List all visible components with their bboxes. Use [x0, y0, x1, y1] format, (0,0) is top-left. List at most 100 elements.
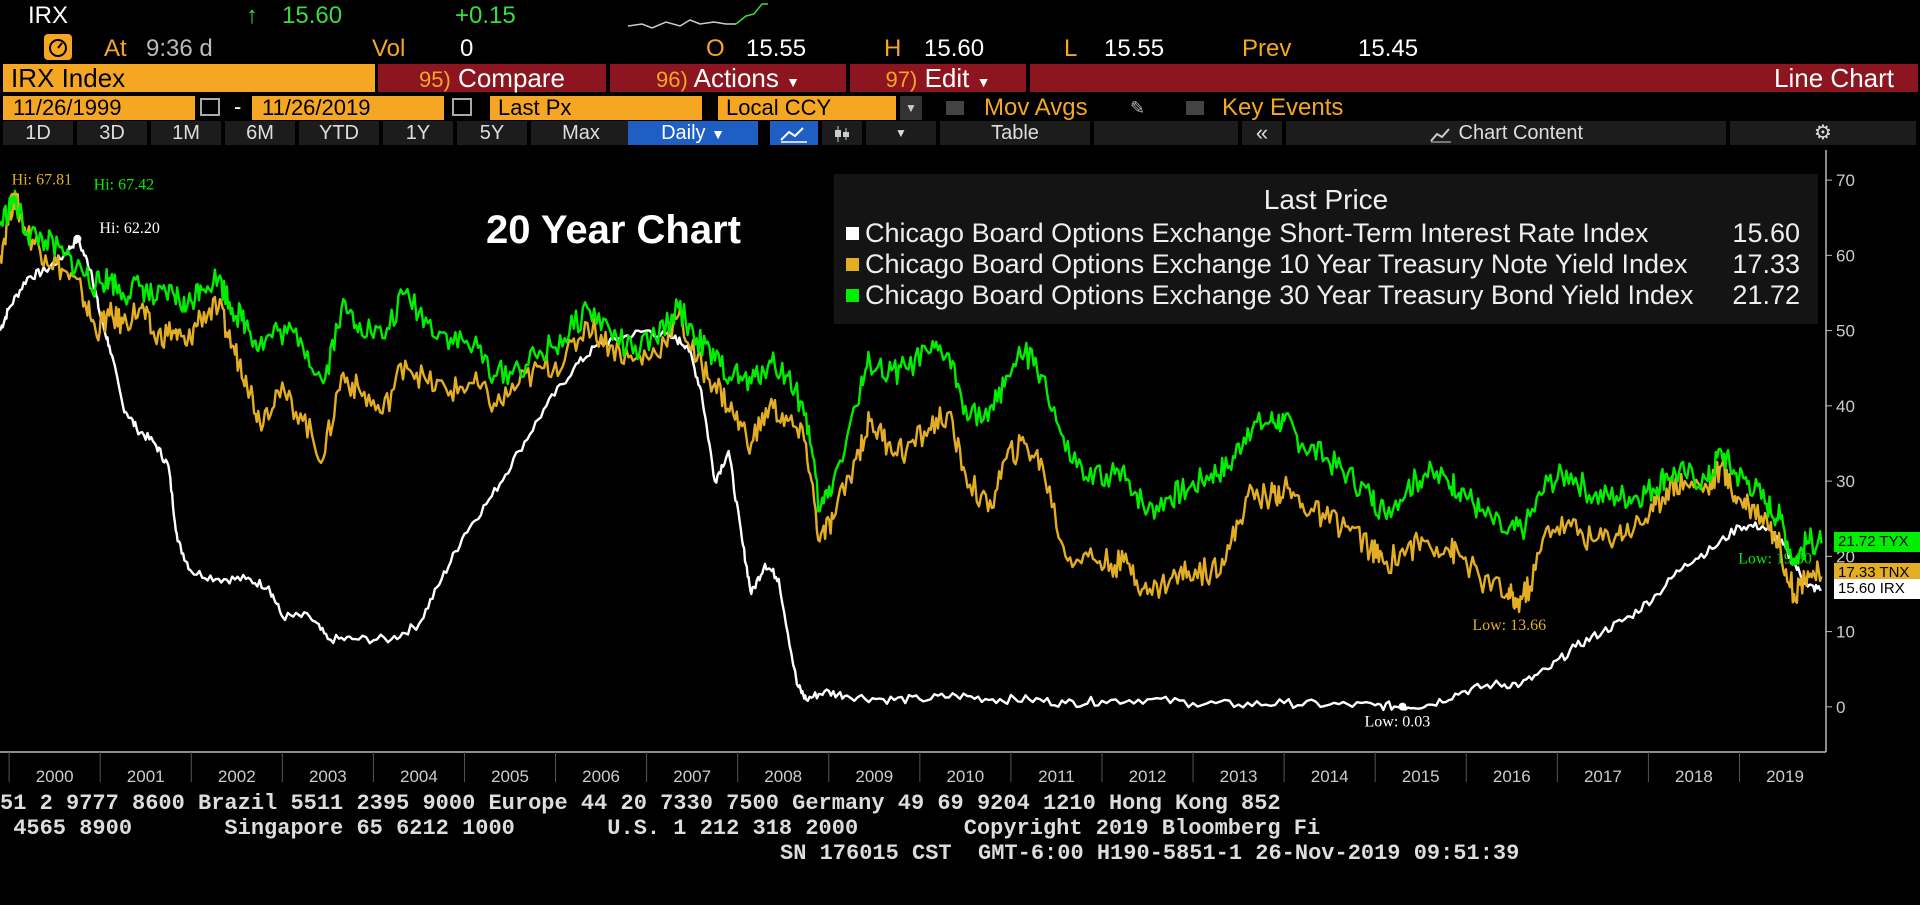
end-date-field[interactable]: 11/26/2019	[252, 96, 444, 120]
currency-selector[interactable]: Local CCY	[718, 96, 896, 120]
legend-swatch-tnx	[846, 258, 859, 271]
x-tick-label: 2019	[1766, 767, 1804, 786]
legend-value-tnx: 17.33	[1732, 249, 1800, 279]
range-1d[interactable]: 1D	[3, 121, 73, 145]
range-1y[interactable]: 1Y	[383, 121, 453, 145]
legend-name-tnx: Chicago Board Options Exchange 10 Year T…	[865, 249, 1688, 279]
range-6m[interactable]: 6M	[225, 121, 295, 145]
legend-item-tnx: Chicago Board Options Exchange 10 Year T…	[846, 249, 1800, 279]
edit-dropdown-icon: ▼	[976, 74, 991, 90]
y-tick-label: 60	[1836, 246, 1855, 265]
legend-item-tyx: Chicago Board Options Exchange 30 Year T…	[846, 280, 1800, 310]
settings-gear-icon[interactable]: ⚙	[1730, 121, 1916, 145]
price-change: +0.15	[455, 2, 516, 29]
x-tick-label: 2008	[764, 767, 802, 786]
footer-contacts-line1: 51 2 9777 8600 Brazil 5511 2395 9000 Eur…	[0, 791, 1281, 816]
legend-value-irx: 15.60	[1732, 218, 1800, 248]
range-5y[interactable]: 5Y	[457, 121, 527, 145]
mov-avgs-checkbox[interactable]	[946, 101, 964, 115]
security-name: IRX Index	[11, 63, 126, 93]
edit-label: Edit	[924, 63, 970, 93]
key-events-checkbox[interactable]	[1186, 101, 1204, 115]
compare-button[interactable]: 95) Compare	[378, 64, 606, 92]
y-tick-label: 10	[1836, 623, 1855, 642]
legend-swatch-irx	[846, 227, 859, 240]
x-tick-label: 2006	[582, 767, 620, 786]
range-1m[interactable]: 1M	[151, 121, 221, 145]
frequency-selector[interactable]: Daily ▼	[628, 121, 758, 145]
x-tick-label: 2011	[1038, 767, 1075, 786]
tag-tnx: 17.33 TNX	[1834, 563, 1920, 583]
chart-content-label: Chart Content	[1458, 122, 1584, 144]
annotation-label: Low: 13.66	[1472, 617, 1546, 634]
field-value: Last Px	[498, 95, 572, 120]
chart-title: 20 Year Chart	[486, 208, 741, 252]
chart-style-dropdown-icon[interactable]: ▼	[866, 121, 936, 145]
collapse-icon[interactable]: «	[1242, 121, 1282, 145]
x-tick-label: 2014	[1311, 767, 1349, 786]
legend-name-irx: Chicago Board Options Exchange Short-Ter…	[865, 218, 1649, 248]
y-tick-label: 50	[1836, 322, 1855, 341]
chart-content-button[interactable]: Chart Content	[1286, 121, 1726, 145]
table-button[interactable]: Table	[940, 121, 1090, 145]
tag-irx: 15.60 IRX	[1834, 579, 1920, 599]
x-tick-label: 2013	[1220, 767, 1258, 786]
range-max[interactable]: Max	[531, 121, 631, 145]
legend-swatch-tyx	[846, 289, 859, 302]
y-tick-label: 0	[1836, 698, 1845, 717]
x-tick-label: 2016	[1493, 767, 1531, 786]
prev-label: Prev	[1242, 35, 1292, 62]
open-label: O	[706, 35, 725, 62]
x-tick-label: 2009	[855, 767, 893, 786]
tag-tyx: 21.72 TYX	[1834, 532, 1920, 552]
start-calendar-icon[interactable]	[200, 98, 220, 116]
security-field[interactable]: IRX Index	[3, 64, 375, 92]
x-tick-label: 2000	[36, 767, 74, 786]
legend-value-tyx: 21.72	[1732, 280, 1800, 310]
start-date-field[interactable]: 11/26/1999	[3, 96, 195, 120]
x-tick-label: 2004	[400, 767, 438, 786]
legend-title: Last Price	[1263, 184, 1389, 215]
annotation-marker	[73, 234, 82, 243]
chart-type-bar[interactable]: Line Chart	[1030, 64, 1918, 92]
pencil-icon[interactable]: ✎	[1130, 98, 1146, 118]
x-tick-label: 2015	[1402, 767, 1440, 786]
x-tick-label: 2007	[673, 767, 711, 786]
sparkline-icon	[628, 3, 768, 29]
annotation-marker	[9, 195, 18, 204]
legend: Last Price Chicago Board Options Exchang…	[834, 174, 1818, 324]
mov-avgs-label: Mov Avgs	[984, 94, 1088, 121]
annotation-marker	[1512, 600, 1521, 609]
chart-type-label: Line Chart	[1774, 63, 1894, 93]
series-line-tnx	[0, 192, 1823, 614]
x-tick-label: 2018	[1675, 767, 1713, 786]
prev-value: 15.45	[1358, 35, 1419, 62]
annotation-label: Low: 19.30	[1738, 551, 1812, 568]
annotation-label: Hi: 62.20	[99, 220, 159, 237]
field-selector[interactable]: Last Px	[490, 96, 702, 120]
x-tick-label: 2010	[946, 767, 984, 786]
candlestick-icon[interactable]	[822, 121, 862, 145]
end-date-value: 11/26/2019	[262, 95, 371, 120]
currency-value: Local CCY	[726, 95, 832, 120]
line-chart-icon[interactable]	[770, 121, 818, 145]
x-tick-label: 2005	[491, 767, 529, 786]
edit-number: 97)	[885, 67, 918, 92]
compare-label: Compare	[458, 63, 565, 93]
date-dash: -	[234, 94, 242, 119]
actions-button[interactable]: 96) Actions ▼	[610, 64, 846, 92]
actions-dropdown-icon: ▼	[786, 74, 800, 90]
currency-dropdown-icon[interactable]: ▼	[900, 96, 922, 120]
vol-value: 0	[460, 35, 474, 62]
end-calendar-icon[interactable]	[452, 98, 472, 116]
actions-label: Actions	[693, 63, 779, 93]
range-ytd[interactable]: YTD	[299, 121, 379, 145]
annotation-marker	[1398, 702, 1407, 711]
edit-button[interactable]: 97) Edit ▼	[850, 64, 1026, 92]
toolbar-spacer	[1094, 121, 1238, 145]
y-tick-label: 40	[1836, 397, 1855, 416]
range-3d[interactable]: 3D	[77, 121, 147, 145]
realtime-icon[interactable]	[44, 34, 72, 60]
x-tick-label: 2012	[1129, 767, 1167, 786]
